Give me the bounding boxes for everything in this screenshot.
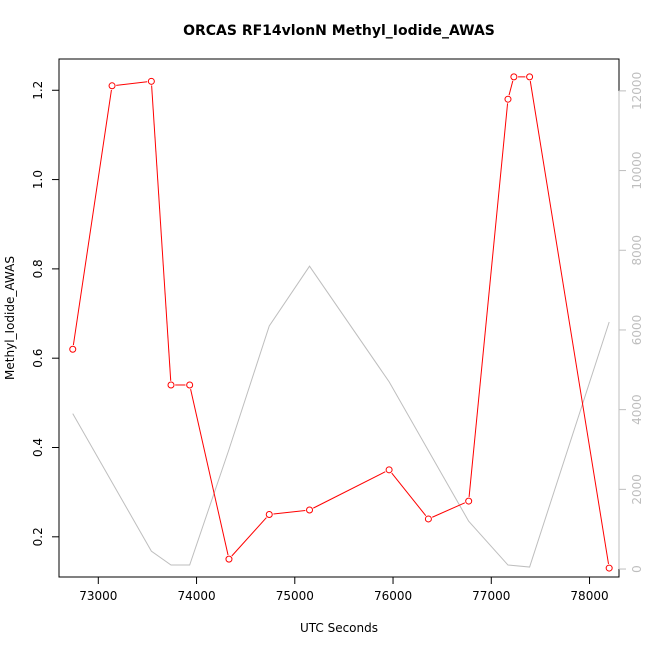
methyl-iodide-point [510, 73, 518, 81]
y2-tick-label: 4000 [630, 394, 644, 425]
left-axis: 0.2 0.4 0.6 0.8 1.0 1.2 [31, 81, 60, 546]
y2-tick-label: 6000 [630, 315, 644, 346]
methyl-iodide-line-segment [391, 472, 427, 516]
methyl-iodide-point [69, 345, 77, 353]
methyl-iodide-point [186, 381, 194, 389]
y-tick-label: 1.2 [31, 81, 45, 100]
y-axis-label: Methyl_Iodide_AWAS [3, 256, 17, 380]
x-tick-label: 76000 [374, 589, 412, 603]
methyl-iodide-point [265, 510, 273, 518]
methyl-iodide-point [108, 82, 116, 90]
y-tick-label: 0.8 [31, 259, 45, 278]
x-tick-label: 74000 [177, 589, 215, 603]
y-tick-label: 0.4 [31, 438, 45, 457]
methyl-iodide-point [225, 555, 233, 563]
x-tick-label: 75000 [276, 589, 314, 603]
x-tick-label: 73000 [79, 589, 117, 603]
x-tick-label: 77000 [472, 589, 510, 603]
secondary-series-line [72, 265, 610, 568]
bottom-axis: 73000 74000 75000 76000 77000 78000 [79, 576, 609, 603]
methyl-iodide-point [147, 77, 155, 85]
y-tick-label: 0.2 [31, 527, 45, 546]
y2-tick-label: 2000 [630, 474, 644, 505]
methyl-iodide-line-segment [432, 502, 466, 518]
chart-title: ORCAS RF14vlonN Methyl_Iodide_AWAS [183, 23, 495, 39]
methyl-iodide-point [465, 497, 473, 505]
right-axis: 0 2000 4000 6000 8000 10000 12000 [618, 72, 644, 573]
y2-tick-label: 10000 [630, 151, 644, 189]
y-tick-label: 1.0 [31, 170, 45, 189]
methyl-iodide-line-segment [529, 80, 609, 565]
x-tick-label: 78000 [570, 589, 608, 603]
methyl-iodide-point [424, 515, 432, 523]
methyl-iodide-point [526, 73, 534, 81]
methyl-iodide-point [306, 506, 314, 514]
methyl-iodide-line-segment [273, 509, 306, 515]
y2-tick-label: 12000 [630, 72, 644, 110]
methyl-iodide-line-segment [231, 517, 267, 557]
x-axis-label: UTC Seconds [300, 621, 378, 635]
y2-tick-label: 0 [630, 565, 644, 573]
methyl-iodide-line-segment [190, 388, 229, 556]
plot-area-border [58, 58, 620, 578]
methyl-iodide-line-segment [508, 80, 514, 96]
methyl-iodide-point [504, 95, 512, 103]
y-tick-label: 0.6 [31, 349, 45, 368]
methyl-iodide-line-segment [151, 85, 172, 381]
series-layer [69, 73, 613, 572]
y2-tick-label: 8000 [630, 235, 644, 266]
methyl-iodide-line-segment [72, 89, 112, 346]
methyl-iodide-line-segment [116, 81, 148, 86]
methyl-iodide-line-segment [313, 471, 386, 509]
methyl-iodide-line-segment [468, 103, 509, 497]
methyl-iodide-point [385, 466, 393, 474]
methyl-iodide-point [605, 564, 613, 572]
methyl-iodide-point [167, 381, 175, 389]
